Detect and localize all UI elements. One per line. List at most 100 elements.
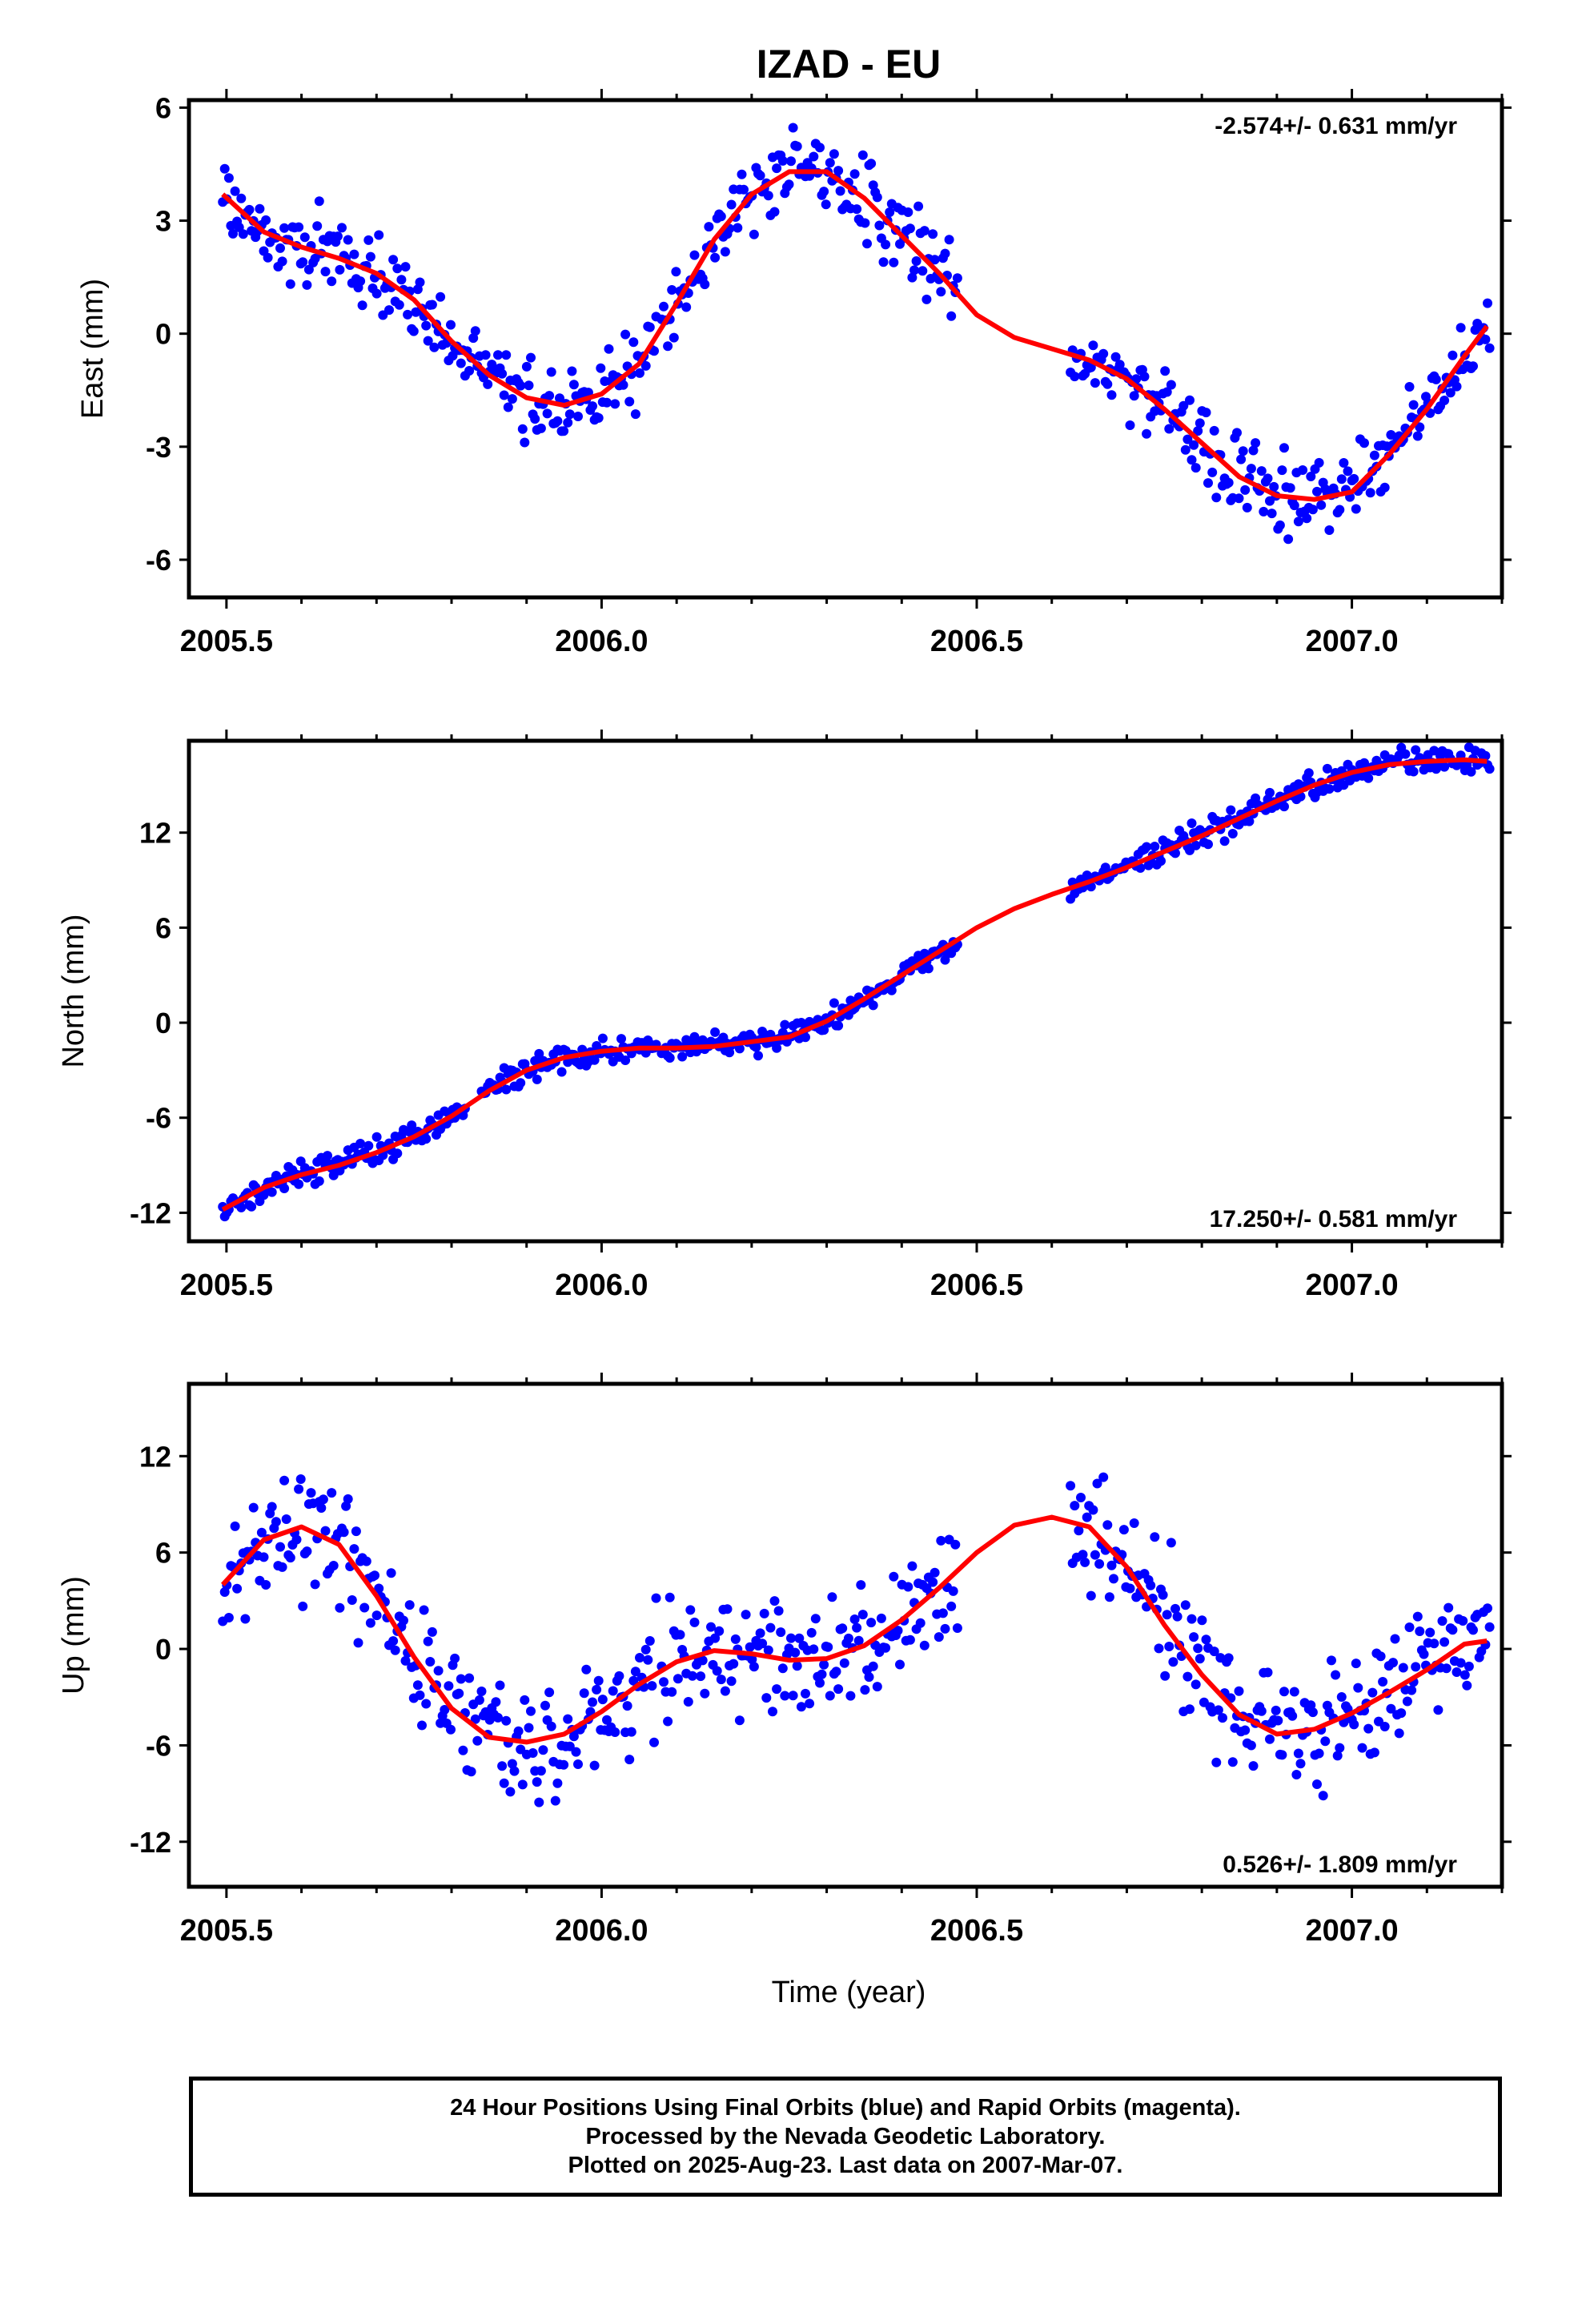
east-position-point: [878, 257, 889, 267]
east-position-point: [1349, 473, 1359, 484]
north-xtick-label: 2006.5: [930, 1269, 1023, 1302]
east-position-point: [788, 123, 798, 133]
east-position-point: [1452, 381, 1462, 392]
up-position-point: [588, 1697, 597, 1707]
up-position-point: [1307, 1707, 1318, 1718]
east-ytick-label: 3: [155, 205, 171, 238]
up-position-point: [528, 1748, 538, 1758]
up-position-point: [581, 1664, 592, 1675]
east-position-point: [285, 279, 295, 289]
up-position-point: [285, 1553, 295, 1563]
up-position-point: [1332, 1751, 1343, 1761]
east-position-point: [388, 255, 399, 265]
east-position-point: [835, 186, 845, 196]
east-position-point: [849, 169, 860, 179]
east-xtick-label: 2006.0: [555, 625, 648, 658]
east-position-point: [825, 158, 835, 168]
footer-line-orbits: 24 Hour Positions Using Final Orbits (bl…: [450, 2095, 1241, 2121]
north-fit-curve: [221, 757, 1488, 1212]
east-position-point: [952, 273, 962, 283]
up-position-point: [683, 1697, 693, 1707]
up-position-point: [559, 1759, 569, 1770]
east-position-point: [733, 223, 743, 233]
north-position-point: [247, 1201, 257, 1212]
east-position-point: [1248, 445, 1259, 456]
up-position-point: [624, 1755, 635, 1765]
east-position-point: [944, 235, 954, 245]
up-position-point: [349, 1544, 359, 1554]
north-position-point: [532, 1074, 542, 1084]
up-position-point: [230, 1521, 240, 1531]
east-position-point: [464, 366, 475, 376]
up-position-point: [1336, 1692, 1347, 1702]
east-position-point: [1098, 348, 1109, 359]
east-position-point: [940, 248, 950, 259]
east-position-point: [1447, 350, 1458, 360]
up-position-point: [675, 1630, 685, 1640]
up-position-point: [509, 1766, 520, 1776]
north-position-point: [392, 1148, 403, 1159]
north-position-point: [556, 1067, 567, 1077]
up-position-point: [223, 1613, 234, 1622]
up-position-point: [806, 1627, 817, 1638]
up-position-point: [1386, 1703, 1396, 1714]
up-position-point: [1379, 1722, 1390, 1731]
east-position-point: [1182, 434, 1193, 444]
east-position-point: [649, 346, 659, 356]
up-position-point: [872, 1682, 882, 1692]
up-position-point: [347, 1595, 357, 1605]
east-position-point: [371, 288, 382, 299]
up-position-point: [712, 1666, 722, 1676]
up-position-point: [1375, 1651, 1386, 1662]
up-xtick-label: 2005.5: [180, 1914, 273, 1948]
north-position-point: [259, 1190, 269, 1200]
up-position-point: [796, 1702, 806, 1712]
up-position-point: [868, 1661, 878, 1671]
up-position-point: [938, 1608, 948, 1618]
east-position-dots: [218, 123, 1495, 545]
east-position-point: [526, 352, 536, 363]
north-position-point: [1227, 829, 1238, 838]
north-position-point: [516, 1078, 526, 1088]
up-position-point: [687, 1671, 697, 1681]
up-position-point: [776, 1627, 786, 1638]
up-position-point: [374, 1583, 384, 1594]
up-ytick-label: -12: [130, 1826, 171, 1859]
up-ytick-label: 12: [139, 1440, 171, 1473]
up-position-point: [757, 1638, 768, 1649]
east-position-point: [1279, 443, 1289, 453]
north-position-point: [534, 1048, 544, 1059]
east-position-point: [1201, 408, 1211, 418]
east-position-point: [436, 292, 446, 302]
up-position-point: [440, 1705, 450, 1715]
east-position-point: [930, 255, 940, 265]
up-position-point: [419, 1605, 429, 1615]
east-position-point: [1285, 483, 1295, 493]
north-position-point: [772, 1043, 782, 1053]
east-position-point: [769, 207, 780, 217]
up-position-point: [831, 1667, 841, 1677]
up-position-point: [589, 1760, 600, 1771]
up-position-point: [1246, 1740, 1256, 1751]
east-position-point: [755, 171, 765, 181]
up-position-point: [649, 1737, 659, 1747]
east-position-point: [223, 173, 234, 183]
up-position-point: [1094, 1558, 1105, 1569]
up-position-point: [697, 1655, 708, 1666]
up-position-point: [1066, 1481, 1076, 1491]
up-position-point: [1240, 1725, 1251, 1735]
up-xtick-label: 2007.0: [1305, 1914, 1398, 1948]
up-position-point: [614, 1671, 624, 1681]
up-position-point: [1484, 1622, 1495, 1632]
north-ylabel: North (mm): [57, 914, 90, 1068]
up-position-point: [1223, 1653, 1234, 1663]
up-position-point: [248, 1502, 259, 1513]
north-position-point: [314, 1176, 324, 1186]
east-position-point: [792, 141, 802, 151]
up-position-point: [1335, 1743, 1345, 1753]
up-position-point: [550, 1795, 560, 1806]
east-position-point: [219, 163, 230, 174]
figure-title: IZAD - EU: [757, 42, 942, 86]
up-position-point: [790, 1647, 801, 1658]
north-position-point: [620, 1055, 631, 1065]
